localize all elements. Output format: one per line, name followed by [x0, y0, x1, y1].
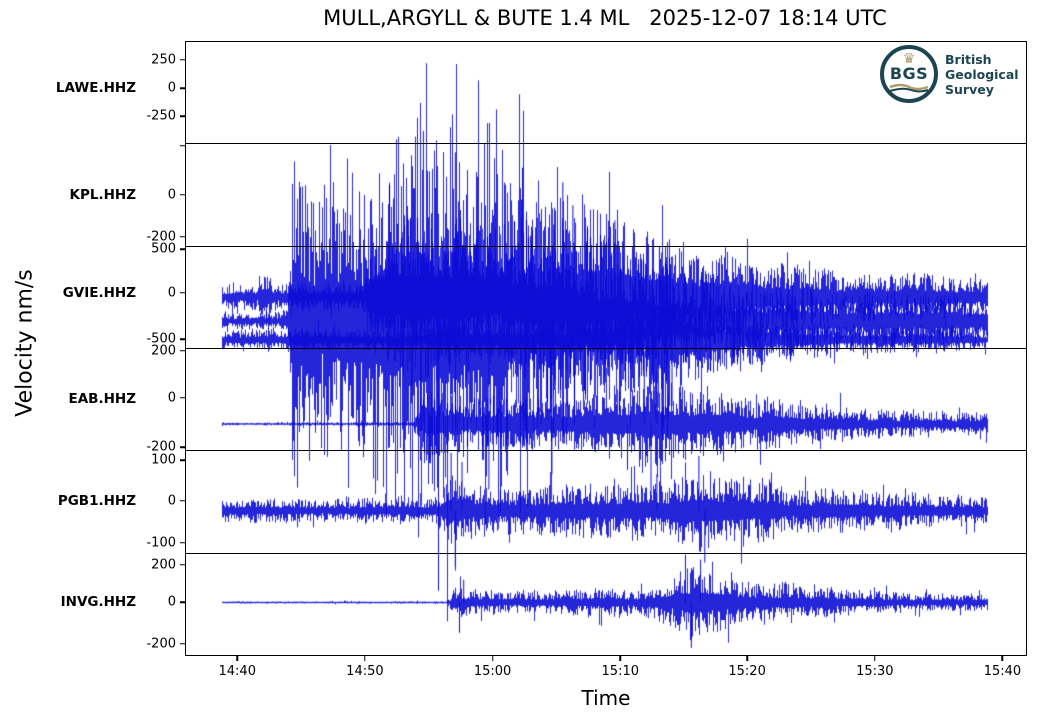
waveform-canvas	[186, 553, 1026, 655]
seismo-panel-kpl-hhz: KPL.HHZ 0 -200	[70, 143, 1026, 451]
x-tick-label: 15:00	[473, 664, 512, 679]
y-tick-label: 0	[167, 493, 176, 509]
x-tick-label: 14:50	[346, 664, 384, 679]
y-tick-mark	[180, 564, 186, 566]
station-label: PGB1.HHZ	[57, 492, 136, 509]
y-tick-mark	[180, 248, 186, 250]
y-tick-label: 0	[167, 80, 176, 96]
x-tick-mark	[364, 655, 366, 661]
seismo-panel-pgb1-hhz: PGB1.HHZ 100 0 -100	[58, 450, 1026, 574]
y-tick-mark	[180, 349, 186, 352]
y-tick-label: -200	[146, 636, 176, 652]
y-tick-mark	[180, 144, 186, 147]
x-tick-mark	[236, 655, 238, 661]
y-axis-label: Velocity nm/s	[12, 269, 38, 417]
seismo-panel-invg-hhz: INVG.HHZ 200 0 -200	[61, 552, 1026, 655]
y-tick-mark	[180, 87, 186, 89]
y-tick-label: 0	[167, 390, 176, 406]
y-tick-label: -200	[146, 229, 176, 245]
x-tick-label: 14:40	[218, 664, 256, 679]
y-tick-mark	[180, 446, 186, 449]
y-tick-mark	[180, 541, 186, 544]
x-tick-mark	[619, 655, 622, 661]
y-tick-label: 0	[167, 594, 176, 610]
page-title: MULL,ARGYLL & BUTE 1.4 ML 2025-12-07 18:…	[323, 6, 887, 30]
seismogram-panels: LAWE.HHZ 250 0 -250 KPL.HHZ 0 -200 GVIE.HHZ 500 0…	[56, 42, 1026, 655]
x-tick-label: 15:10	[601, 664, 639, 679]
y-tick-mark	[180, 396, 186, 399]
y-tick-mark	[180, 643, 186, 645]
y-tick-mark	[180, 194, 186, 196]
x-tick-label: 15:40	[983, 664, 1022, 679]
seismo-panel-lawe-hhz: LAWE.HHZ 250 0 -250	[56, 42, 1026, 655]
y-tick-mark	[180, 500, 186, 502]
y-tick-label: -200	[146, 439, 176, 455]
y-tick-label: -100	[146, 535, 176, 550]
y-tick-mark	[180, 338, 186, 341]
y-tick-mark	[180, 459, 186, 461]
x-tick-mark	[746, 655, 748, 661]
y-tick-mark	[180, 601, 186, 604]
station-label: EAB.HHZ	[68, 390, 136, 407]
x-axis-label: Time	[581, 686, 631, 710]
plot-area: ♛ BGS British Geological Survey LAWE.HHZ…	[56, 41, 1027, 679]
y-tick-label: 0	[167, 285, 176, 301]
y-tick-label: 500	[151, 241, 176, 257]
station-label: LAWE.HHZ	[55, 80, 136, 97]
x-tick-mark	[874, 655, 876, 661]
y-tick-label: 250	[151, 52, 176, 68]
y-tick-label: 200	[151, 343, 176, 358]
station-label: INVG.HHZ	[60, 594, 136, 611]
y-tick-label: 100	[151, 452, 176, 468]
x-tick-label: 15:20	[728, 664, 766, 679]
y-tick-label: 200	[151, 557, 176, 573]
station-label: GVIE.HHZ	[62, 284, 136, 301]
x-tick-mark	[491, 655, 494, 661]
y-tick-mark	[180, 115, 186, 118]
seismo-panel-eab-hhz: EAB.HHZ 200 0 -200	[69, 343, 1026, 502]
station-label: KPL.HHZ	[69, 186, 136, 203]
y-tick-label: -250	[146, 108, 176, 124]
y-tick-mark	[180, 235, 186, 238]
y-tick-label: 0	[167, 187, 176, 203]
y-tick-label: -500	[146, 331, 176, 347]
x-tick-label: 15:30	[856, 664, 894, 679]
y-tick-mark	[180, 292, 186, 294]
seismo-panel-gvie-hhz: GVIE.HHZ 500 0 -500	[63, 242, 1026, 451]
x-tick-mark	[1001, 655, 1004, 661]
y-tick-mark	[180, 58, 186, 61]
